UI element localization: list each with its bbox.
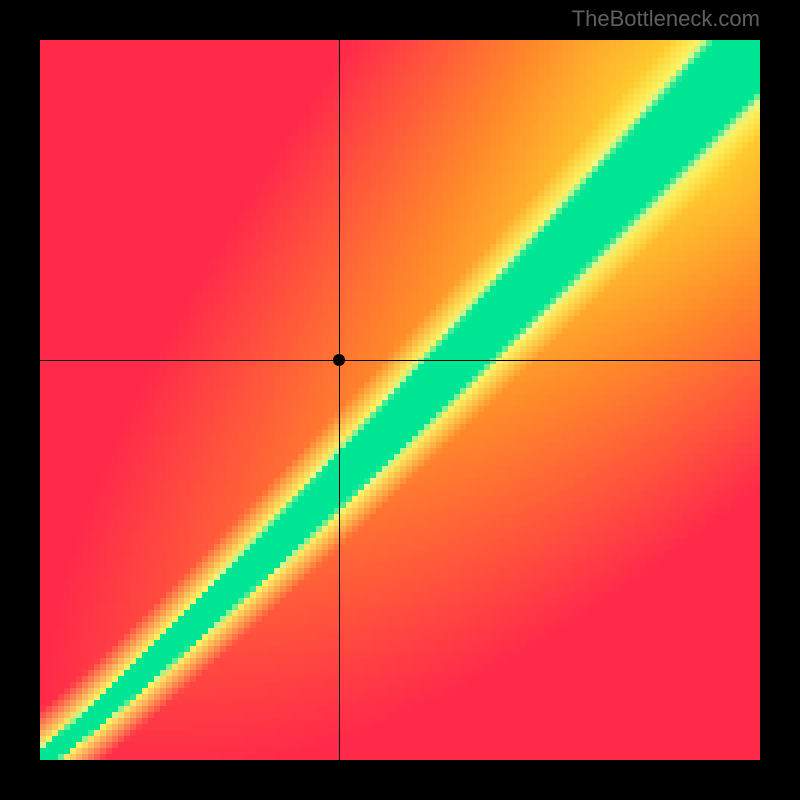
crosshair-marker xyxy=(333,354,345,366)
watermark-text: TheBottleneck.com xyxy=(572,6,760,32)
chart-frame: TheBottleneck.com xyxy=(0,0,800,800)
plot-area xyxy=(40,40,760,760)
crosshair-vertical xyxy=(339,40,340,760)
crosshair-horizontal xyxy=(40,360,760,361)
heatmap-canvas xyxy=(40,40,760,760)
